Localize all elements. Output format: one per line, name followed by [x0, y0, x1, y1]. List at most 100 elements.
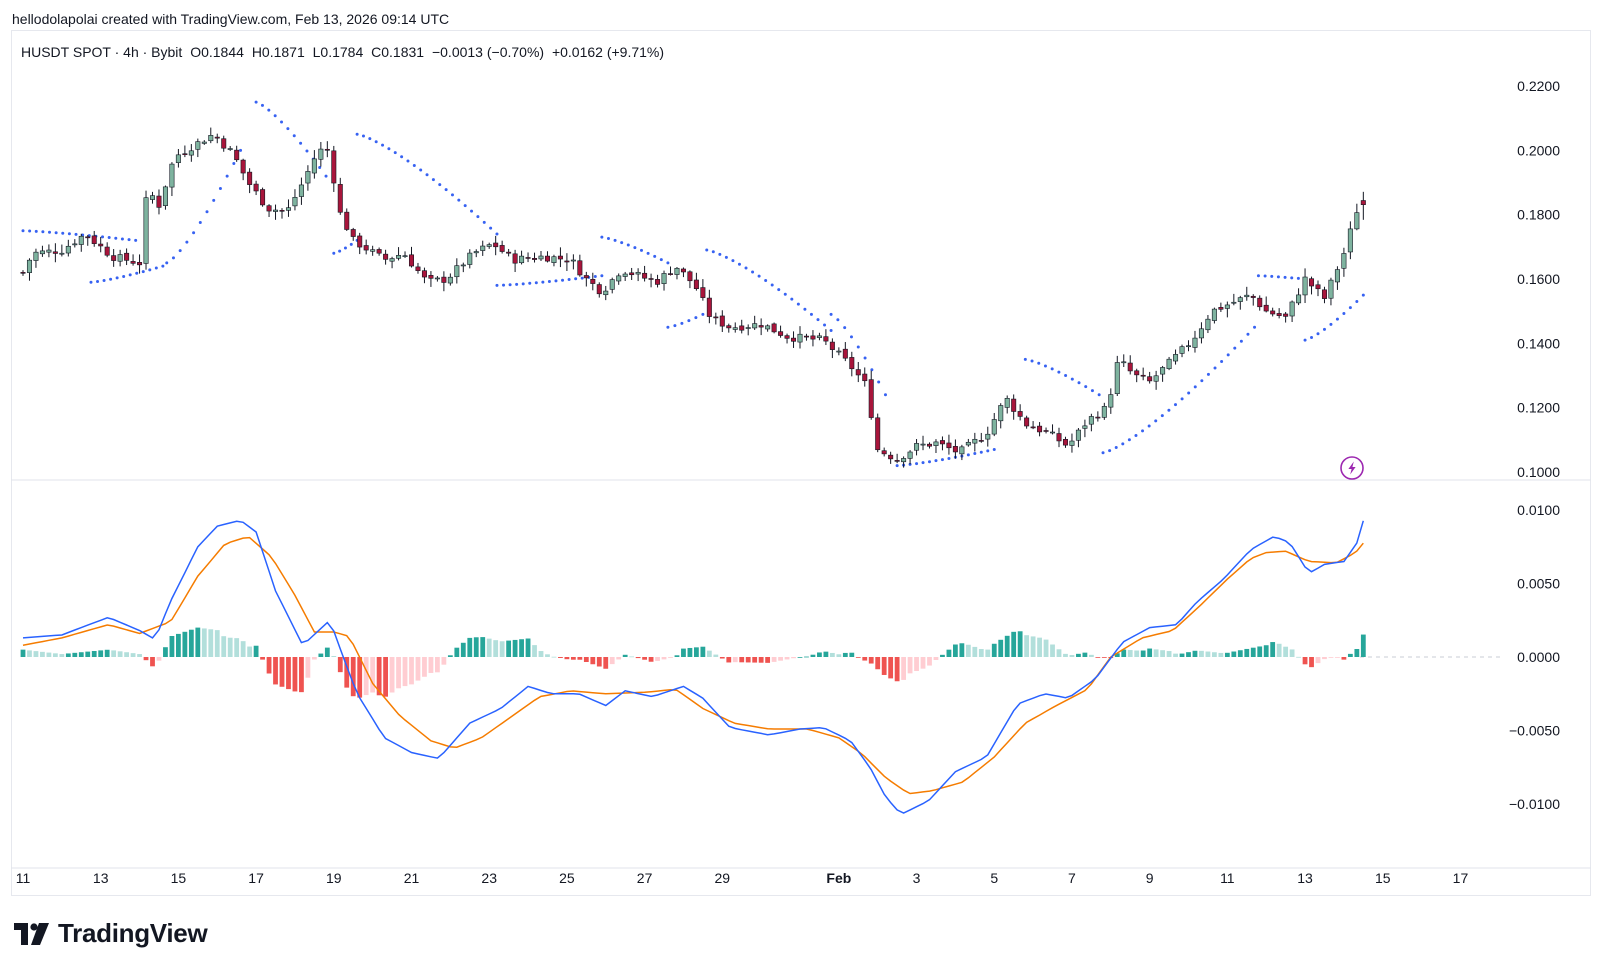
macd-histogram-bar: [927, 657, 932, 666]
macd-histogram-bar: [849, 652, 855, 657]
sar-dot: [1154, 419, 1158, 423]
candle: [273, 204, 279, 220]
macd-histogram-bar: [1114, 653, 1120, 657]
candle: [460, 262, 466, 273]
sar-dot: [141, 270, 145, 274]
date-tick-label: 13: [1297, 870, 1313, 886]
candle: [434, 276, 440, 282]
candle: [421, 267, 427, 284]
macd-histogram-bar: [868, 657, 874, 664]
sar-dot: [470, 209, 474, 213]
macd-histogram-bar: [855, 657, 861, 658]
sar-dot: [1064, 374, 1068, 378]
sar-dot: [593, 275, 597, 279]
sar-dot: [915, 462, 919, 466]
legend-low: L0.1784: [312, 44, 364, 60]
macd-histogram-bar: [771, 657, 777, 662]
sar-dot: [1187, 391, 1191, 395]
macd-histogram-bar: [894, 657, 900, 682]
sar-dot: [1180, 397, 1184, 401]
sar-dot: [1276, 275, 1280, 279]
candle: [1140, 367, 1146, 381]
macd-histogram-bar: [324, 647, 330, 657]
macd-histogram-bar: [299, 657, 304, 693]
candle: [1276, 308, 1282, 319]
candle: [214, 133, 220, 144]
candle: [266, 204, 272, 217]
candle: [823, 329, 829, 346]
macd-histogram-bar: [635, 657, 641, 659]
macd-histogram-bar: [467, 637, 473, 657]
sar-dot: [495, 283, 499, 287]
macd-histogram-bar: [1160, 650, 1165, 657]
candle: [1186, 340, 1192, 352]
macd-histogram-bar: [1347, 653, 1353, 657]
sar-dot: [1355, 299, 1359, 303]
macd-histogram-bar: [363, 657, 369, 696]
sar-dot: [161, 264, 165, 268]
candle: [324, 141, 330, 158]
sar-dot: [639, 248, 643, 252]
candle: [1043, 427, 1049, 434]
macd-histogram-bar: [1056, 649, 1062, 657]
macd-histogram-bar: [700, 646, 706, 657]
candle: [667, 266, 673, 276]
candle: [1108, 388, 1114, 414]
sar-dot: [212, 198, 216, 202]
sar-dot: [1141, 429, 1145, 433]
sar-dot: [406, 159, 410, 163]
sar-dot: [541, 280, 545, 284]
sar-dot: [267, 108, 271, 112]
macd-histogram-bar: [765, 657, 771, 663]
candle: [175, 149, 181, 168]
candle: [376, 247, 382, 256]
macd-histogram-bar: [182, 631, 188, 657]
macd-histogram-bar: [428, 657, 434, 673]
sar-dot: [940, 458, 944, 462]
candle: [609, 277, 615, 294]
macd-histogram-bar: [253, 645, 259, 657]
tradingview-logo-icon: [14, 922, 49, 945]
sar-dot: [374, 140, 378, 144]
axis-layer: 0.2200 0.2000 0.1800 0.1600 0.1400 0.1200 0.10…: [16, 78, 1560, 886]
candle: [544, 251, 550, 263]
macd-histogram-bar: [706, 650, 712, 657]
macd-histogram-bar: [20, 649, 26, 657]
macd-histogram-bar: [357, 657, 363, 698]
candle: [1147, 371, 1153, 384]
candle: [285, 199, 291, 217]
sar-dot: [1220, 359, 1224, 363]
sar-dot: [1160, 414, 1164, 418]
macd-histogram-bar: [1140, 650, 1146, 657]
candle: [532, 252, 538, 263]
candle: [875, 413, 881, 453]
macd-histogram-bar: [52, 653, 58, 657]
sar-dot: [192, 231, 196, 235]
alert-icon[interactable]: [1340, 456, 1364, 480]
sar-dot: [165, 261, 169, 265]
macd-histogram-bar: [143, 657, 149, 661]
sar-dot: [790, 297, 794, 301]
macd-histogram-bar: [655, 657, 660, 661]
macd-histogram-bar: [499, 641, 505, 657]
candle: [52, 243, 58, 263]
sar-dot: [1050, 367, 1054, 371]
sar-dot: [502, 283, 506, 287]
macd-histogram-bar: [609, 657, 615, 665]
candle: [635, 268, 641, 282]
macd-histogram-bar: [1166, 651, 1172, 657]
sar-dot: [701, 312, 705, 316]
sar-dot: [1226, 353, 1230, 357]
sar-dot: [534, 281, 538, 285]
macd-histogram-bar: [486, 638, 492, 657]
candle: [1030, 421, 1036, 430]
candle: [855, 362, 861, 383]
macd-histogram-bar: [124, 652, 129, 657]
macd-histogram-bar: [719, 657, 725, 659]
candle: [946, 434, 952, 455]
date-tick-label: 13: [93, 870, 109, 886]
macd-histogram-bar: [40, 651, 45, 657]
candle: [188, 144, 194, 162]
candle: [298, 177, 304, 205]
